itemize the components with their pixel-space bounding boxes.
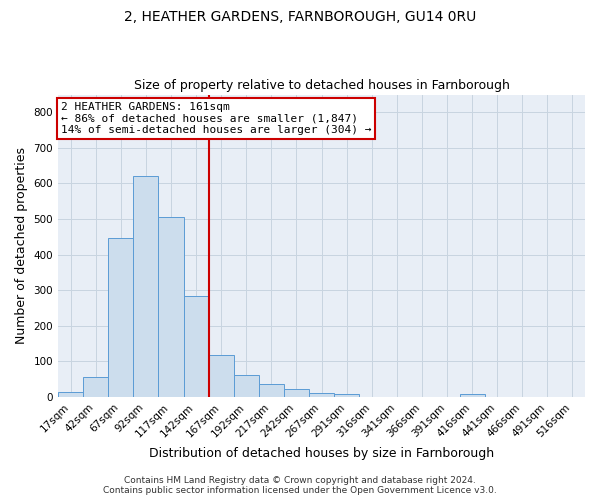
Bar	[133, 176, 158, 397]
Text: Contains HM Land Registry data © Crown copyright and database right 2024.
Contai: Contains HM Land Registry data © Crown c…	[103, 476, 497, 495]
Bar	[259, 384, 284, 397]
X-axis label: Distribution of detached houses by size in Farnborough: Distribution of detached houses by size …	[149, 447, 494, 460]
Y-axis label: Number of detached properties: Number of detached properties	[15, 148, 28, 344]
Title: Size of property relative to detached houses in Farnborough: Size of property relative to detached ho…	[134, 79, 509, 92]
Bar	[284, 389, 309, 397]
Bar	[233, 374, 259, 397]
Bar	[460, 394, 485, 397]
Bar	[83, 378, 108, 397]
Bar	[209, 356, 233, 397]
Bar	[58, 392, 83, 397]
Bar	[108, 238, 133, 397]
Bar	[184, 296, 209, 397]
Text: 2, HEATHER GARDENS, FARNBOROUGH, GU14 0RU: 2, HEATHER GARDENS, FARNBOROUGH, GU14 0R…	[124, 10, 476, 24]
Bar	[334, 394, 359, 397]
Bar	[309, 394, 334, 397]
Text: 2 HEATHER GARDENS: 161sqm
← 86% of detached houses are smaller (1,847)
14% of se: 2 HEATHER GARDENS: 161sqm ← 86% of detac…	[61, 102, 371, 136]
Bar	[158, 218, 184, 397]
